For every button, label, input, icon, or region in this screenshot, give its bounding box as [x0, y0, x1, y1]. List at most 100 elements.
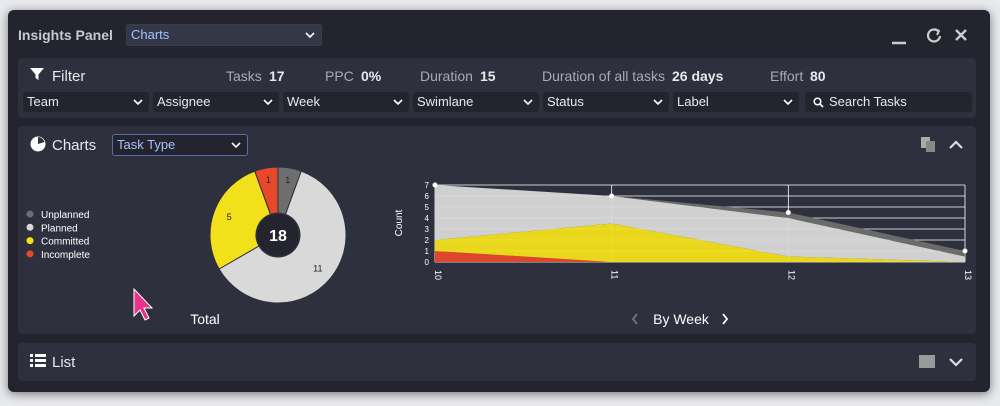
panel-title: Insights Panel [18, 27, 113, 43]
charts-title: Charts [52, 137, 97, 154]
x-tick-label: 10 [433, 270, 443, 280]
legend-dot [26, 223, 34, 231]
y-tick-label: 6 [425, 192, 430, 201]
y-tick-label: 0 [425, 258, 430, 267]
y-tick-label: 2 [425, 236, 430, 245]
collapse[interactable] [949, 140, 963, 149]
segment-label: 1 [266, 175, 271, 185]
stat-label: Tasks [226, 68, 262, 84]
filter-icon [30, 68, 44, 80]
donut-segment [209, 170, 272, 270]
legend-label: Planned [41, 223, 78, 234]
filter-section: Filter Tasks 17 PPC 0% Duration 15 Duration of… [18, 58, 976, 118]
area-series [435, 185, 965, 262]
view-select-text: Charts [131, 27, 170, 42]
point [432, 182, 438, 188]
y-tick-label: 7 [425, 181, 430, 190]
chevron [133, 99, 143, 106]
chevron [231, 142, 241, 149]
copy[interactable] [921, 137, 930, 148]
stat-value: 26 days [672, 68, 724, 84]
dropdown-text: Week [287, 94, 320, 109]
y-tick-label: 3 [425, 225, 430, 234]
point [962, 248, 968, 254]
section-controls [921, 137, 963, 152]
y-tick-label: 1 [425, 247, 430, 256]
point [785, 210, 791, 215]
expand[interactable] [949, 358, 963, 367]
filter-dropdown[interactable]: Week [283, 92, 409, 112]
stat-value: 15 [480, 68, 496, 84]
refresh[interactable] [926, 28, 942, 43]
area-series [435, 223, 965, 262]
filter-dropdown[interactable]: Assignee [153, 92, 279, 112]
donut-segment [254, 166, 279, 215]
stat-value: 17 [269, 68, 285, 84]
legend-dot [26, 250, 34, 258]
search-placeholder: Search Tasks [829, 94, 907, 109]
legend-label: Incomplete [41, 250, 90, 261]
list-icon [30, 354, 46, 367]
search-box[interactable]: Search Tasks [805, 92, 972, 112]
nav-prev [631, 313, 638, 325]
legend-label: Committed [41, 237, 89, 248]
legend-dot [26, 210, 34, 218]
chevron [393, 99, 403, 106]
export[interactable] [919, 355, 935, 368]
donut-segment [218, 170, 347, 304]
chevron [783, 99, 793, 106]
donut-hole [257, 214, 299, 256]
search-icon [813, 97, 824, 108]
x-tick-label: 12 [786, 270, 796, 280]
stat-value: 0% [361, 68, 382, 84]
chevron [305, 32, 315, 39]
charts-icon [30, 136, 46, 152]
close[interactable] [955, 29, 967, 41]
window-controls [892, 28, 967, 45]
nav-next[interactable] [722, 313, 729, 325]
view-select[interactable]: Charts [126, 24, 322, 46]
segment-label: 11 [313, 263, 322, 273]
dropdown-text: Status [547, 94, 584, 109]
segment-label: 5 [227, 212, 232, 222]
insights-panel: Insights Panel Charts Filter Tasks 17 PPC 0… [8, 10, 990, 392]
dropdown-text: Assignee [157, 94, 211, 109]
donut-total: 18 [269, 228, 287, 245]
dropdown-text: Team [27, 94, 59, 109]
list-controls [919, 355, 963, 368]
legend-label: Unplanned [41, 210, 89, 221]
donut-caption: Total [190, 311, 220, 327]
point [609, 193, 615, 199]
filter-dropdown[interactable]: Label [673, 92, 799, 112]
x-tick-label: 11 [610, 270, 620, 279]
dropdown-text: Label [677, 94, 709, 109]
filter-dropdown[interactable]: Status [543, 92, 669, 112]
chevron [653, 99, 663, 106]
stat-label: Duration [420, 68, 473, 84]
y-tick-label: 5 [425, 203, 430, 212]
chart-type-select[interactable]: Task Type [112, 134, 248, 156]
x-tick-label: 13 [963, 270, 973, 280]
filter-dropdown[interactable]: Team [23, 92, 149, 112]
nav-label: By Week [653, 311, 710, 327]
segment-label: 1 [285, 175, 290, 185]
filter-label[interactable]: Filter [52, 68, 86, 85]
filter-dropdown[interactable]: Swimlane [413, 92, 539, 112]
stat-value: 80 [810, 68, 826, 84]
stat-label: PPC [325, 68, 354, 84]
list-title: List [52, 354, 76, 371]
y-axis-label: Count [394, 209, 405, 236]
list-section: List [18, 343, 976, 381]
stat-label: Duration of all tasks [542, 68, 665, 84]
legend-dot [26, 237, 34, 245]
area-series [435, 251, 965, 262]
stat-label: Effort [770, 68, 804, 84]
chart-type-text: Task Type [117, 137, 176, 152]
chevron [523, 99, 533, 106]
cursor [133, 287, 154, 321]
chevron [263, 99, 273, 106]
dropdown-text: Swimlane [417, 94, 474, 109]
y-tick-label: 4 [425, 214, 430, 223]
